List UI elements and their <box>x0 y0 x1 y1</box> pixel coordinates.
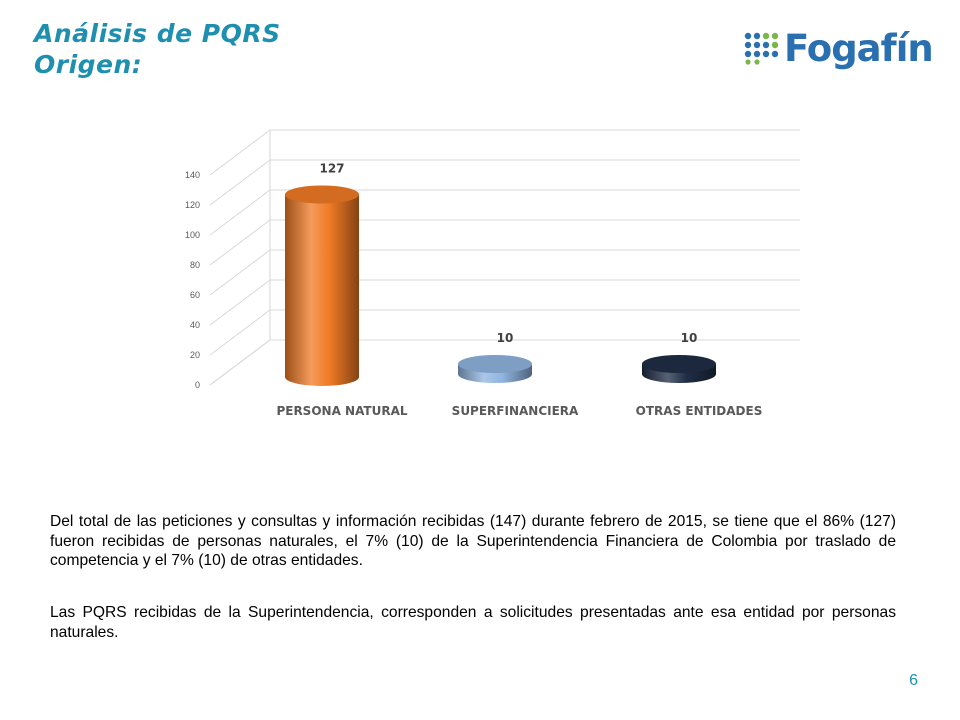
data-label: 127 <box>319 162 344 176</box>
gridline <box>209 129 800 176</box>
fogafin-logo: Fogafín <box>744 22 940 74</box>
chart-y-axis: 0 20 40 60 80 100 120 140 <box>185 170 200 390</box>
data-label: 10 <box>681 331 698 345</box>
gridline <box>209 279 800 326</box>
gridline <box>209 339 800 386</box>
x-category-label: SUPERFINANCIERA <box>452 404 579 418</box>
y-tick-label: 20 <box>190 350 200 360</box>
gridline <box>209 249 800 296</box>
gridline <box>209 159 800 206</box>
y-tick-label: 60 <box>190 290 200 300</box>
summary-paragraph: Del total de las peticiones y consultas … <box>50 513 896 569</box>
y-tick-label: 140 <box>185 170 200 180</box>
y-tick-label: 0 <box>195 380 200 390</box>
bar-top-cap <box>458 355 532 373</box>
title-line-1: Análisis de PQRS <box>34 19 281 48</box>
bar-persona-natural <box>285 194 359 386</box>
page-title: Análisis de PQRS Origen: <box>34 18 281 80</box>
y-tick-label: 120 <box>185 200 200 210</box>
logo-wordmark: Fogafín <box>784 26 934 70</box>
chart-labels: 127 PERSONA NATURAL 10 SUPERFINANCIERA 10 OTR… <box>276 162 762 419</box>
title-line-2: Origen: <box>34 50 143 79</box>
logo-dots-icon <box>744 32 778 65</box>
gridline <box>209 219 800 266</box>
page-number: 6 <box>909 672 918 689</box>
note-paragraph: Las PQRS recibidas de la Superintendenci… <box>50 604 896 641</box>
bar-top-cap <box>642 355 716 373</box>
bar-top-cap <box>285 185 359 204</box>
x-category-label: PERSONA NATURAL <box>276 404 407 418</box>
origin-bar-chart: 0 20 40 60 80 100 120 140 127 PERSONA NATURAL 10 S… <box>185 129 800 419</box>
y-tick-label: 100 <box>185 230 200 240</box>
chart-bars <box>285 185 716 386</box>
gridline <box>209 189 800 236</box>
chart-grid <box>209 129 800 386</box>
y-tick-label: 80 <box>190 260 200 270</box>
gridline <box>209 309 800 356</box>
data-label: 10 <box>497 331 514 345</box>
x-category-label: OTRAS ENTIDADES <box>636 404 763 418</box>
y-tick-label: 40 <box>190 320 200 330</box>
